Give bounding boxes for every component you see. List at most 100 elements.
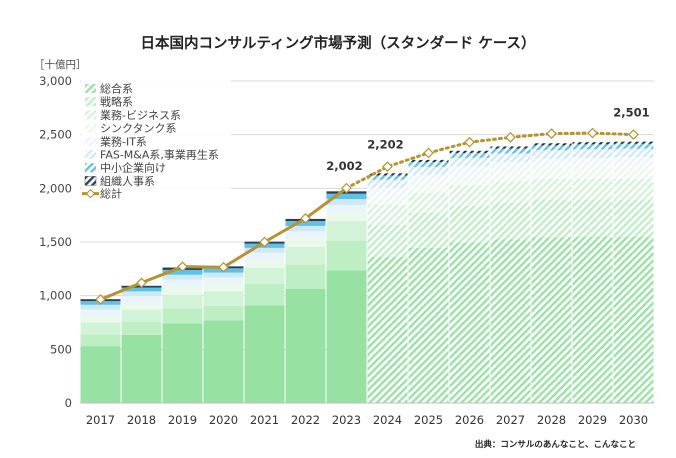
bar-2022-シンクタンク系 [286, 238, 326, 247]
bar-2019-FAS-M-A系-事業再生系 [163, 275, 203, 280]
bar-stack-2021 [245, 242, 285, 403]
bar-2023-業務-IT系 [327, 205, 367, 213]
bar-stack-2028 [532, 143, 572, 403]
bar-2018-業務-ビジネス系 [122, 310, 162, 322]
legend-label-総合系: 総合系 [100, 82, 133, 96]
bar-2017-業務-ビジネス系 [81, 323, 121, 335]
bar-2021-業務-IT系 [245, 253, 285, 260]
legend-label-業務-IT系: 業務-IT系 [100, 134, 147, 148]
y-tick-label-500: 500 [50, 342, 72, 356]
bar-2030-FAS-M-A系-事業再生系 [614, 149, 654, 158]
x-axis-tick-labels: 2017 2018 2019 2020 2021 2022 2023 2024 2025 2026… [86, 413, 648, 427]
x-tick-label-2026: 2026 [455, 413, 484, 427]
bar-2026-FAS-M-A系-事業再生系 [450, 158, 490, 167]
bar-2024-業務-IT系 [368, 188, 408, 196]
bar-stack-2018 [122, 286, 162, 403]
total-marker-2028 [547, 129, 556, 138]
y-axis-unit-label: ［十億円］ [34, 58, 87, 71]
x-tick-label-2023: 2023 [332, 413, 361, 427]
bar-2017-業務-IT系 [81, 310, 121, 316]
bar-2021-シンクタンク系 [245, 260, 285, 268]
bar-2029-組織人事系 [573, 142, 613, 144]
bar-2017-シンクタンク系 [81, 316, 121, 322]
bar-stack-2030 [614, 142, 654, 403]
bar-2026-シンクタンク系 [450, 175, 490, 185]
legend-swatch-FAS-M-A系-事業再生系 [85, 150, 96, 159]
chart-title: 日本国内コンサルティング市場予測（スタンダード ケース） [141, 34, 536, 52]
bar-2027-FAS-M-A系-事業再生系 [491, 153, 531, 162]
bar-2025-業務-IT系 [409, 175, 449, 183]
legend-label-組織人事系: 組織人事系 [100, 175, 155, 188]
x-tick-label-2024: 2024 [373, 413, 402, 427]
y-axis-tick-labels: 0 500 1,000 1,500 2,000 2,500 3,000 [39, 74, 72, 410]
legend-swatch-総合系 [85, 84, 96, 93]
bar-2027-業務-ビジネス系 [491, 181, 531, 202]
bar-2021-業務-ビジネス系 [245, 268, 285, 284]
bar-2028-中小企業向け [532, 145, 572, 150]
bar-2029-シンクタンク系 [573, 167, 613, 179]
legend: 総合系戦略系業務-ビジネス系シンクタンク系業務-IT系FAS-M&A系,事業再生… [81, 80, 231, 203]
legend-label-中小企業向け: 中小企業向け [100, 161, 166, 175]
bar-stack-2027 [491, 146, 531, 403]
bar-2030-総合系 [614, 237, 654, 403]
bar-2025-中小企業向け [409, 162, 449, 167]
bar-2023-戦略系 [327, 240, 367, 270]
bar-2025-FAS-M-A系-事業再生系 [409, 167, 449, 175]
bar-2023-シンクタンク系 [327, 212, 367, 221]
y-tick-label-1000: 1,000 [39, 289, 72, 303]
bar-2025-業務-ビジネス系 [409, 193, 449, 213]
legend-swatch-業務-ビジネス系 [85, 110, 96, 119]
x-tick-label-2017: 2017 [86, 413, 115, 427]
total-marker-2030 [629, 130, 638, 139]
bar-2022-戦略系 [286, 265, 326, 289]
x-tick-label-2027: 2027 [496, 413, 525, 427]
bar-2025-組織人事系 [409, 160, 449, 162]
total-marker-2029 [588, 129, 597, 138]
legend-swatch-中小企業向け [85, 163, 96, 172]
bar-2030-シンクタンク系 [614, 166, 654, 178]
legend-label-戦略系: 戦略系 [100, 95, 133, 109]
bar-stack-2029 [573, 142, 613, 403]
bar-2028-組織人事系 [532, 143, 572, 145]
y-tick-label-2000: 2,000 [39, 181, 72, 195]
legend-swatch-組織人事系 [85, 176, 96, 185]
bar-2026-戦略系 [450, 206, 490, 242]
x-tick-label-2019: 2019 [168, 413, 197, 427]
bar-2023-総合系 [327, 270, 367, 403]
x-tick-label-2029: 2029 [578, 413, 607, 427]
bar-stack-2019 [163, 268, 203, 403]
data-label-2030: 2,501 [613, 106, 649, 120]
legend-label-total: 総計 [100, 187, 122, 201]
bar-2028-業務-ビジネス系 [532, 179, 572, 200]
data-label-2023: 2,002 [326, 159, 362, 173]
x-tick-label-2030: 2030 [619, 413, 648, 427]
legend-swatch-シンクタンク系 [85, 124, 96, 133]
bar-2020-戦略系 [204, 306, 244, 320]
bar-2022-総合系 [286, 289, 326, 403]
x-tick-label-2020: 2020 [209, 413, 238, 427]
bar-stack-2025 [409, 160, 449, 403]
bar-2029-FAS-M-A系-事業再生系 [573, 149, 613, 158]
legend-label-FAS-M-A系-事業再生系: FAS-M&A系,事業再生系 [100, 148, 219, 162]
source-note: 出典：コンサルのあんなこと、こんなこと [475, 439, 636, 450]
bar-2026-業務-IT系 [450, 166, 490, 175]
bar-2027-業務-IT系 [491, 162, 531, 171]
bar-2024-戦略系 [368, 225, 408, 257]
bar-2020-シンクタンク系 [204, 284, 244, 292]
y-tick-label-3000: 3,000 [39, 74, 72, 88]
bar-2028-戦略系 [532, 200, 572, 238]
bar-2022-業務-IT系 [286, 231, 326, 238]
bar-2029-中小企業向け [573, 144, 613, 149]
bar-2026-業務-ビジネス系 [450, 185, 490, 206]
bar-2019-業務-IT系 [163, 280, 203, 287]
y-tick-label-1500: 1,500 [39, 235, 72, 249]
bar-2027-組織人事系 [491, 146, 531, 148]
bar-2025-総合系 [409, 248, 449, 403]
bar-2026-総合系 [450, 243, 490, 403]
bar-2029-業務-ビジネス系 [573, 179, 613, 200]
bar-2028-業務-IT系 [532, 159, 572, 168]
bar-2019-総合系 [163, 324, 203, 403]
bar-2027-総合系 [491, 239, 531, 403]
bar-2018-総合系 [122, 335, 162, 403]
bar-2024-総合系 [368, 257, 408, 403]
